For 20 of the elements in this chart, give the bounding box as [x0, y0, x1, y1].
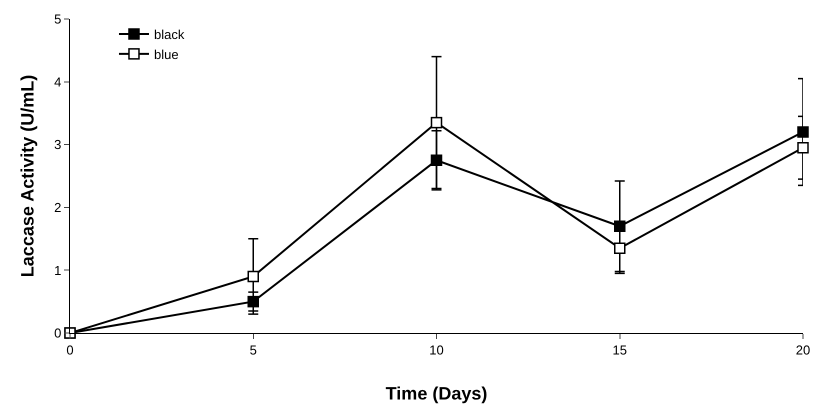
- legend-label: blue: [154, 46, 179, 62]
- y-tick-label: 4: [54, 74, 62, 90]
- point: [248, 270, 259, 282]
- x-tick-label: 0: [66, 342, 74, 358]
- point: [614, 242, 626, 254]
- x-tick-label: 15: [612, 342, 627, 358]
- point: [797, 142, 809, 154]
- y-axis-title: Laccase Activity (U/mL): [17, 74, 38, 278]
- x-tick-label: 20: [796, 342, 810, 358]
- point: [430, 116, 442, 128]
- y-tick-label: 1: [54, 262, 62, 278]
- y-tick-label: 3: [54, 137, 62, 152]
- y-tick-label: 5: [54, 12, 62, 27]
- x-tick-label: 5: [250, 342, 257, 358]
- y-tick-label: 2: [54, 200, 62, 215]
- point: [797, 126, 809, 138]
- legend-label: black: [154, 27, 185, 42]
- x-tick-label: 10: [429, 342, 444, 358]
- x-axis-title: Time (Days): [386, 384, 488, 404]
- y-tick-label: 0: [54, 326, 62, 341]
